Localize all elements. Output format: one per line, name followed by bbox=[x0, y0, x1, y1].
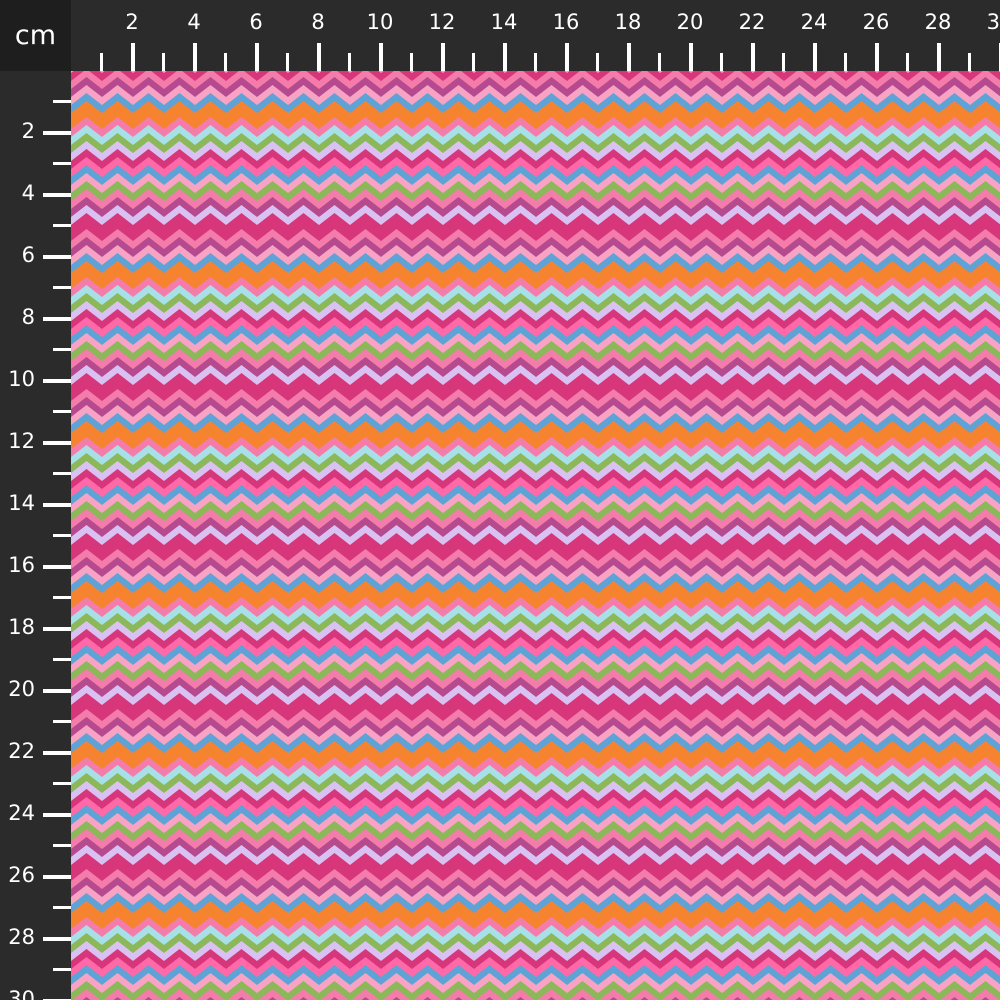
ruler-label: 4 bbox=[21, 181, 35, 205]
ruler-label: 12 bbox=[8, 429, 35, 453]
ruler-tick bbox=[53, 720, 71, 723]
ruler-tick bbox=[53, 348, 71, 351]
ruler-tick bbox=[100, 53, 103, 71]
ruler-tick bbox=[875, 43, 879, 71]
zigzag-stripe bbox=[72, 989, 1000, 1000]
ruler-tick bbox=[503, 43, 507, 71]
ruler-tick bbox=[720, 53, 723, 71]
ruler-label: 10 bbox=[8, 367, 35, 391]
ruler-label: 16 bbox=[8, 553, 35, 577]
ruler-tick bbox=[53, 224, 71, 227]
ruler-label: 14 bbox=[490, 10, 518, 34]
ruler-label: 18 bbox=[8, 615, 35, 639]
ruler-tick bbox=[43, 875, 71, 879]
ruler-tick bbox=[53, 100, 71, 103]
ruler-label: 28 bbox=[924, 10, 952, 34]
ruler-label: 4 bbox=[187, 10, 201, 34]
ruler-label: 22 bbox=[738, 10, 766, 34]
ruler-tick bbox=[43, 689, 71, 693]
ruler-label: 18 bbox=[614, 10, 642, 34]
ruler-tick bbox=[658, 53, 661, 71]
ruler-tick bbox=[43, 627, 71, 631]
ruler-tick bbox=[43, 937, 71, 941]
ruler-tick bbox=[441, 43, 445, 71]
ruler-tick bbox=[689, 43, 693, 71]
ruler-label: 2 bbox=[21, 119, 35, 143]
ruler-tick bbox=[53, 844, 71, 847]
ruler-tick bbox=[751, 43, 755, 71]
ruler-label: 14 bbox=[8, 491, 35, 515]
ruler-tick bbox=[317, 43, 321, 71]
ruler-tick bbox=[534, 53, 537, 71]
ruler-tick bbox=[43, 193, 71, 197]
ruler-tick bbox=[43, 565, 71, 569]
ruler-tick bbox=[43, 317, 71, 321]
unit-label: cm bbox=[0, 0, 71, 71]
left-ruler: 2 4 6 8 10 12 14 16 18 20 22 24 26 28 30 bbox=[0, 71, 71, 1000]
ruler-tick bbox=[53, 906, 71, 909]
ruler-label: 30 bbox=[8, 987, 35, 1000]
ruler-tick bbox=[53, 286, 71, 289]
ruler-tick bbox=[43, 131, 71, 135]
ruler-tick bbox=[348, 53, 351, 71]
ruler-tick bbox=[596, 53, 599, 71]
ruler-tick bbox=[53, 596, 71, 599]
ruler-tick bbox=[565, 43, 569, 71]
ruler-label: 10 bbox=[366, 10, 394, 34]
ruler-tick bbox=[53, 968, 71, 971]
fabric-pattern bbox=[71, 71, 1000, 1000]
ruler-tick bbox=[43, 813, 71, 817]
ruler-label: 6 bbox=[21, 243, 35, 267]
ruler-label: 8 bbox=[311, 10, 325, 34]
ruler-label: 28 bbox=[8, 925, 35, 949]
ruler-label: 20 bbox=[676, 10, 704, 34]
ruler-tick bbox=[53, 472, 71, 475]
ruler-label: 6 bbox=[249, 10, 263, 34]
ruler-label: 8 bbox=[21, 305, 35, 329]
ruler-label: 2 bbox=[125, 10, 139, 34]
ruler-tick bbox=[53, 658, 71, 661]
ruler-tick bbox=[937, 43, 941, 71]
ruler-label: 16 bbox=[552, 10, 580, 34]
ruler-label: 26 bbox=[8, 863, 35, 887]
ruler-tick bbox=[43, 379, 71, 383]
ruler-label: 22 bbox=[8, 739, 35, 763]
ruler-tick bbox=[53, 534, 71, 537]
ruler-tick bbox=[43, 751, 71, 755]
ruler-tick bbox=[844, 53, 847, 71]
ruler-tick bbox=[162, 53, 165, 71]
ruler-tick bbox=[224, 53, 227, 71]
ruler-tick bbox=[53, 162, 71, 165]
ruler-tick bbox=[53, 410, 71, 413]
ruler-label: 20 bbox=[8, 677, 35, 701]
ruler-tick bbox=[813, 43, 817, 71]
ruler-tick bbox=[131, 43, 135, 71]
ruler-tick bbox=[379, 43, 383, 71]
ruler-label: 26 bbox=[862, 10, 890, 34]
ruler-tick bbox=[782, 53, 785, 71]
ruler-tick bbox=[43, 255, 71, 259]
ruler-label: 24 bbox=[800, 10, 828, 34]
ruler-tick bbox=[53, 782, 71, 785]
ruler-tick bbox=[43, 503, 71, 507]
ruler-tick bbox=[410, 53, 413, 71]
ruler-label: 12 bbox=[428, 10, 456, 34]
ruler-tick bbox=[43, 441, 71, 445]
ruler-tick bbox=[472, 53, 475, 71]
ruler-tick bbox=[906, 53, 909, 71]
ruler-tick bbox=[255, 43, 259, 71]
ruler-label: 30 bbox=[986, 10, 1000, 34]
ruler-tick bbox=[968, 53, 971, 71]
ruler-tick bbox=[627, 43, 631, 71]
ruler-label: 24 bbox=[8, 801, 35, 825]
ruler-tick bbox=[286, 53, 289, 71]
ruler-tick bbox=[193, 43, 197, 71]
